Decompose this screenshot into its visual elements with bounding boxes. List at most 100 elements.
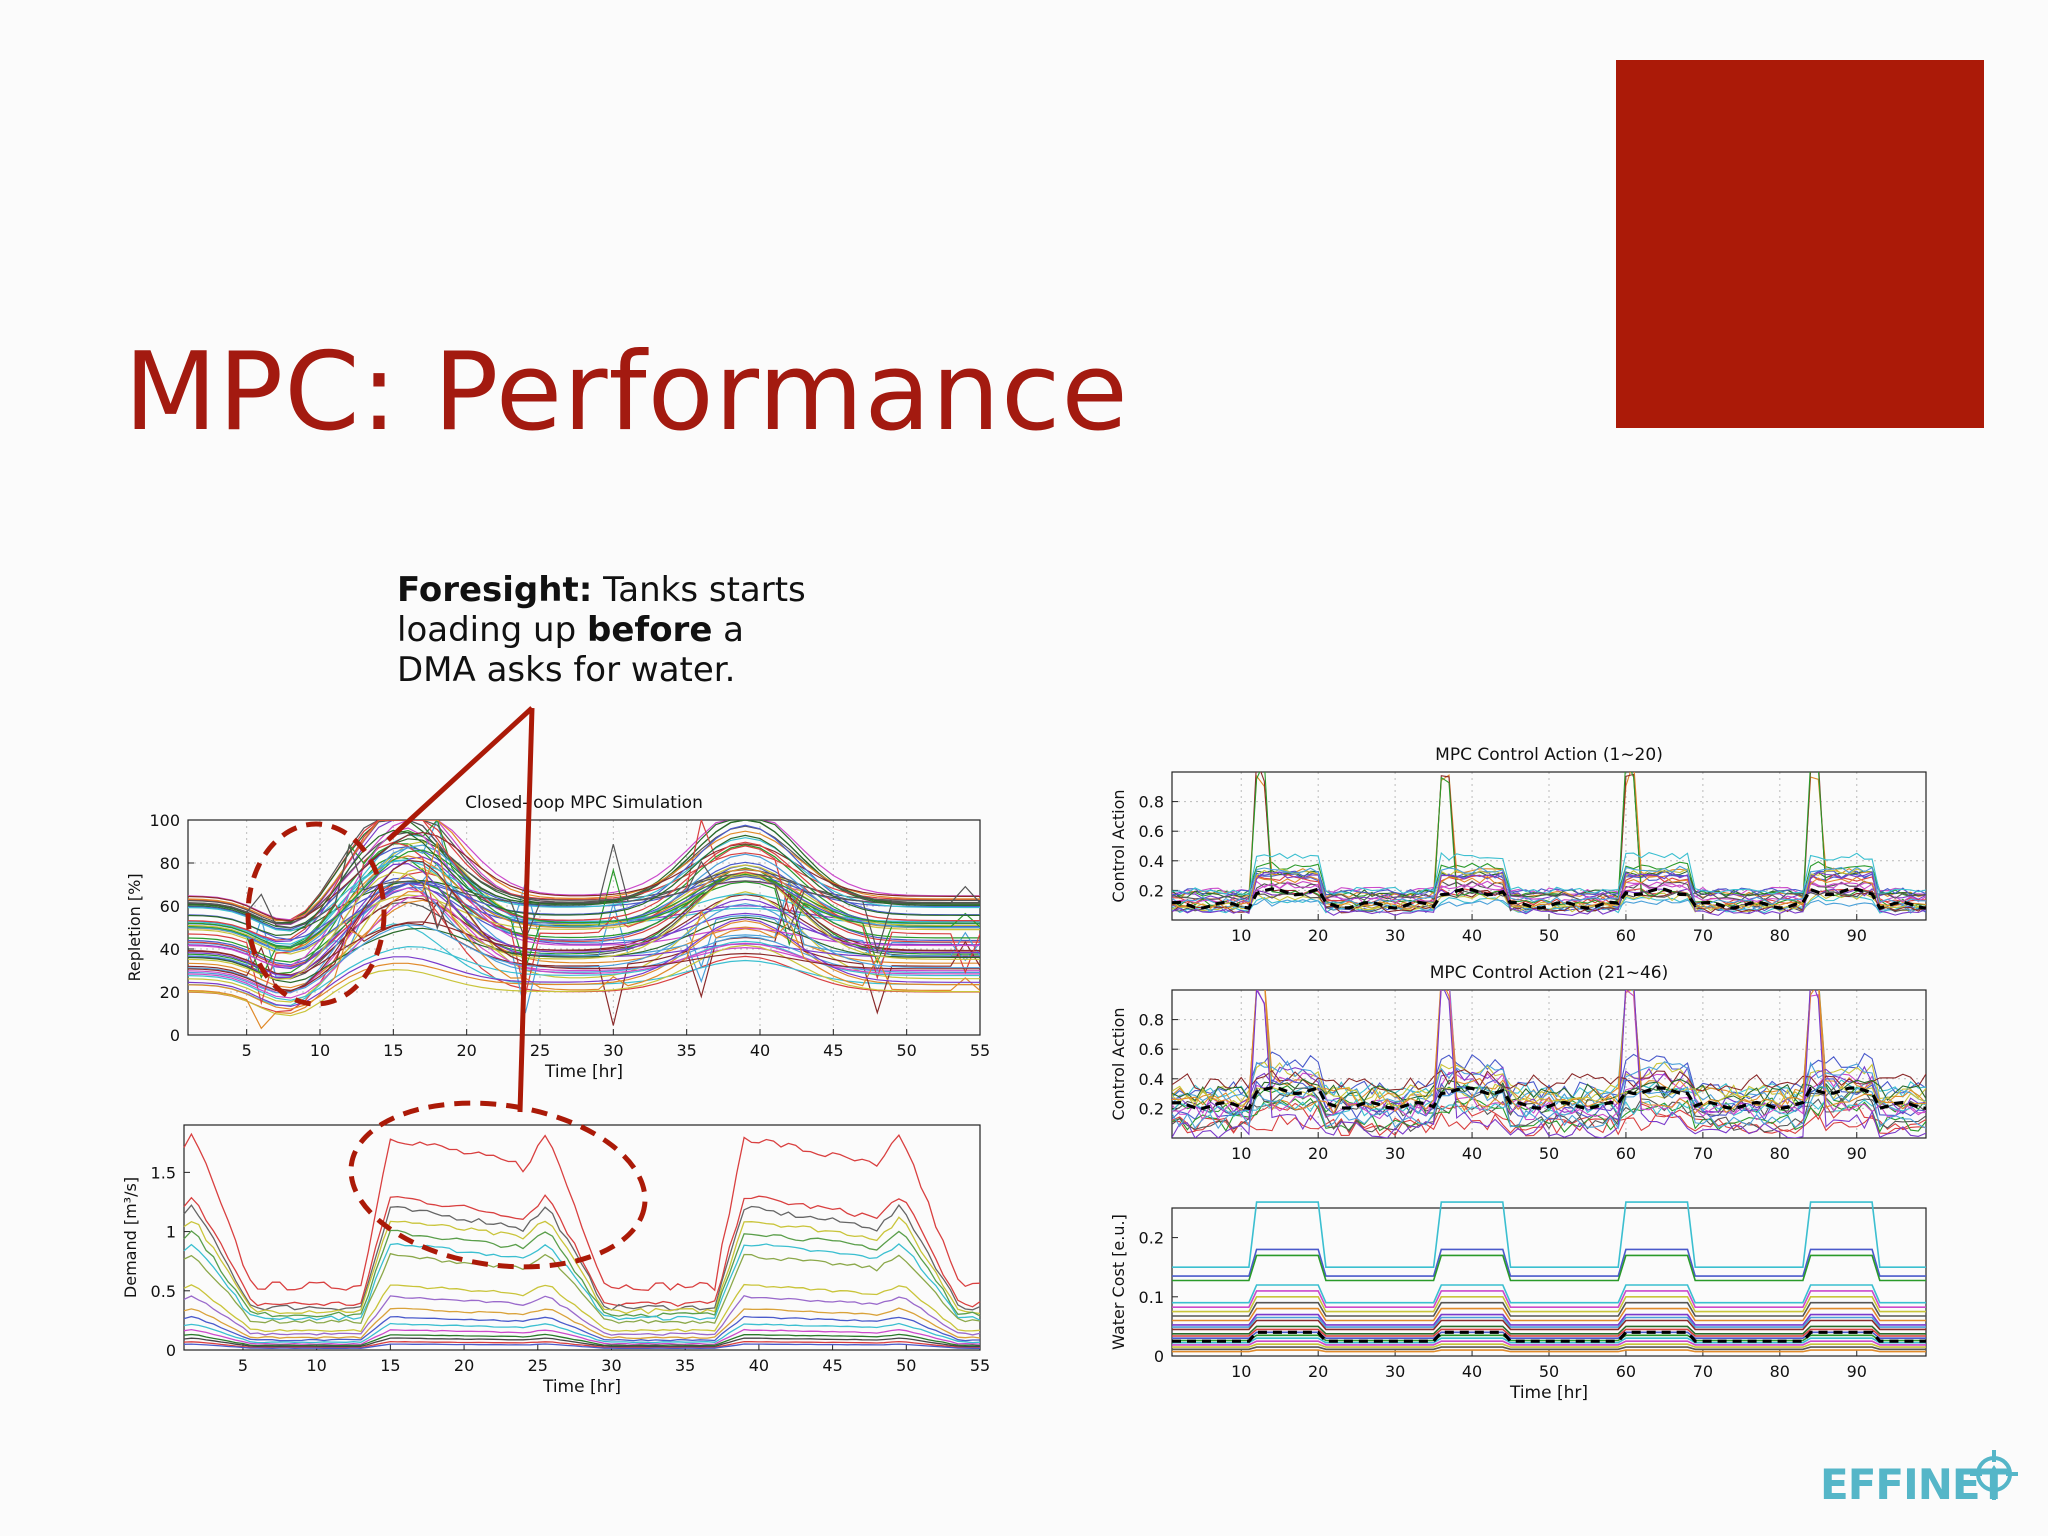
demand-series-line (183, 1333, 981, 1347)
y-tick-label: 1 (166, 1223, 176, 1242)
repletion-series-line (188, 871, 980, 980)
x-tick-label: 35 (675, 1356, 695, 1375)
y-axis-label: Repletion [%] (125, 873, 144, 981)
y-tick-label: 60 (160, 897, 180, 916)
demand-series-line (183, 1337, 981, 1348)
repletion-series-line (188, 820, 980, 925)
y-axis-label: Control Action (1109, 789, 1128, 902)
x-tick-label: 10 (1231, 1144, 1251, 1163)
control-series-line (1172, 990, 1926, 1100)
control-series-group (1172, 772, 1926, 916)
demand-series-line (183, 1243, 981, 1321)
chart-title: MPC Control Action (21~46) (1430, 963, 1668, 983)
repletion-series-line (188, 856, 980, 970)
repletion-series-line (188, 872, 980, 977)
x-tick-label: 15 (383, 1041, 403, 1060)
x-tick-label: 50 (1539, 926, 1559, 945)
x-tick-label: 60 (1616, 1144, 1636, 1163)
x-tick-label: 70 (1693, 1144, 1713, 1163)
repletion-series-line (188, 844, 980, 953)
repletion-series-line (188, 944, 980, 1017)
demand-series-line (183, 1252, 981, 1325)
cost-series-line (1172, 1325, 1926, 1335)
repletion-series-line (188, 920, 980, 1010)
repletion-series-line (188, 820, 980, 925)
chart-control-1 (1171, 771, 1927, 921)
chart-title: Closed-loop MPC Simulation (465, 793, 703, 813)
demand-series-line (183, 1343, 980, 1349)
x-axis-label: Time [hr] (544, 1062, 623, 1082)
x-tick-label: 70 (1693, 1362, 1713, 1381)
x-tick-label: 55 (970, 1356, 990, 1375)
control-series-line (1172, 1069, 1926, 1092)
annotation-text-1: Tanks starts loading up (397, 570, 806, 650)
x-tick-label: 45 (823, 1041, 843, 1060)
control-series-line (1172, 1083, 1926, 1133)
cost-series-line (1172, 1307, 1926, 1322)
foresight-annotation: Foresight: Tanks starts loading up befor… (397, 570, 817, 690)
control-series-line (1172, 1097, 1926, 1118)
cost-series-line (1172, 1284, 1926, 1304)
x-tick-label: 90 (1847, 1362, 1867, 1381)
y-tick-label: 20 (160, 983, 180, 1002)
y-tick-label: 80 (160, 854, 180, 873)
y-tick-label: 0.2 (1139, 1229, 1164, 1248)
repletion-series-line (188, 837, 980, 932)
y-tick-label: 0.2 (1139, 1099, 1164, 1118)
control-series-line (1172, 990, 1926, 1115)
x-axis-label: Time [hr] (1509, 1383, 1588, 1403)
cost-series-line (1172, 1346, 1926, 1351)
repletion-series-line (188, 889, 980, 1026)
control-series-line (1172, 990, 1926, 1121)
accent-block (1616, 60, 1984, 428)
x-tick-label: 50 (896, 1041, 916, 1060)
demand-series-line (183, 1294, 981, 1336)
x-tick-label: 80 (1770, 1362, 1790, 1381)
control-series-line (1172, 772, 1926, 899)
x-tick-label: 30 (1385, 1362, 1405, 1381)
x-tick-label: 5 (238, 1356, 248, 1375)
x-tick-label: 45 (822, 1356, 842, 1375)
control-series-line (1172, 990, 1926, 1138)
x-tick-label: 40 (1462, 1144, 1482, 1163)
x-tick-label: 20 (456, 1041, 476, 1060)
mean-dashed-line (1172, 1085, 1926, 1111)
crosshair-drop-icon (1970, 1450, 2018, 1500)
cost-series-line (1172, 1349, 1926, 1353)
demand-series-line (183, 1229, 981, 1318)
y-tick-label: 0.8 (1139, 793, 1164, 812)
control-series-group (1172, 990, 1926, 1138)
repletion-series-line (188, 882, 980, 977)
control-series-line (1172, 851, 1926, 895)
demand-series-line (183, 1328, 981, 1346)
x-tick-label: 20 (454, 1356, 474, 1375)
repletion-series-line (188, 831, 980, 924)
repletion-series-line (188, 827, 980, 967)
repletion-series-line (188, 855, 980, 975)
chart-water-cost (1171, 1201, 1927, 1357)
control-series-line (1172, 875, 1926, 910)
control-series-line (1172, 865, 1926, 906)
y-tick-label: 0.5 (151, 1282, 176, 1301)
repletion-series-line (188, 940, 980, 1001)
x-tick-label: 80 (1770, 1144, 1790, 1163)
cost-series-line (1172, 1301, 1926, 1317)
demand-series-line (183, 1216, 981, 1315)
repletion-series-line (188, 859, 980, 992)
y-tick-label: 0.2 (1139, 881, 1164, 900)
x-tick-label: 50 (1539, 1362, 1559, 1381)
plot-frame (183, 1124, 981, 1351)
x-tick-label: 60 (1616, 926, 1636, 945)
y-axis-label: Demand [m³/s] (121, 1177, 140, 1298)
annotation-bold-1: Foresight: (397, 570, 593, 610)
x-axis-label: Time [hr] (542, 1377, 621, 1397)
x-tick-label: 40 (1462, 926, 1482, 945)
cost-series-line (1172, 1331, 1926, 1339)
logo-text: EFFINET (1820, 1460, 2008, 1509)
cost-series-line (1172, 1254, 1926, 1282)
x-tick-label: 40 (749, 1356, 769, 1375)
demand-series-line (183, 1132, 981, 1292)
cost-series-line (1172, 1313, 1926, 1326)
cost-series-line (1172, 1201, 1926, 1268)
x-tick-label: 40 (1462, 1362, 1482, 1381)
